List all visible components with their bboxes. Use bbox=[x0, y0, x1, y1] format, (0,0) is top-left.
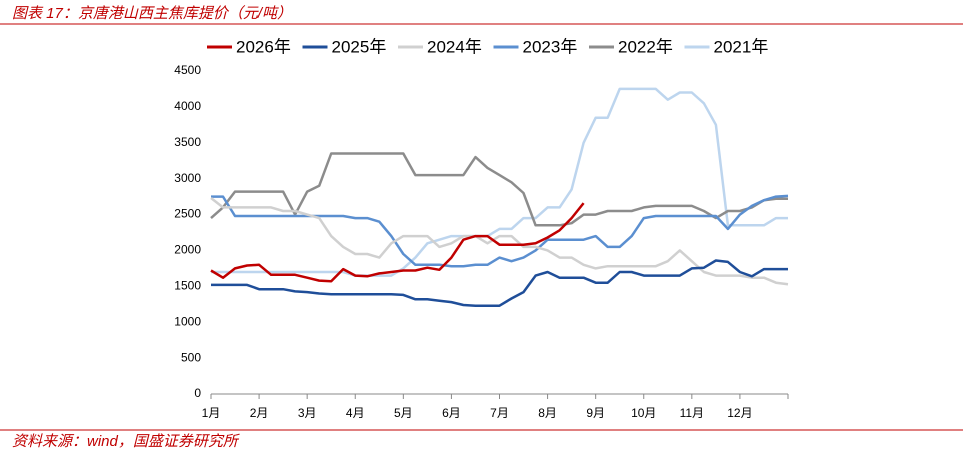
legend-label: 2021年 bbox=[714, 37, 769, 56]
y-tick-label: 3500 bbox=[174, 135, 201, 149]
series-line bbox=[210, 152, 788, 227]
x-tick-label: 11月 bbox=[680, 406, 704, 420]
x-tick-label: 3月 bbox=[298, 406, 317, 420]
source-note: 资料来源：wind，国盛证券研究所 bbox=[12, 433, 240, 450]
legend-label: 2022年 bbox=[618, 37, 673, 56]
y-tick-label: 3000 bbox=[174, 171, 201, 185]
legend-label: 2023年 bbox=[523, 37, 578, 56]
y-tick-label: 1000 bbox=[174, 314, 201, 328]
legend-label: 2026年 bbox=[236, 37, 291, 56]
y-tick-label: 500 bbox=[181, 350, 201, 364]
y-tick-label: 4000 bbox=[174, 99, 201, 113]
chart-title: 图表 17：京唐港山西主焦库提价（元/吨） bbox=[12, 5, 292, 22]
y-tick-label: 2000 bbox=[174, 243, 201, 257]
legend-label: 2025年 bbox=[332, 37, 387, 56]
series-line bbox=[211, 194, 789, 268]
x-tick-label: 6月 bbox=[442, 406, 461, 420]
x-tick-label: 9月 bbox=[586, 406, 605, 420]
series-line bbox=[210, 202, 585, 283]
x-tick-label: 1月 bbox=[202, 406, 221, 420]
series-line bbox=[211, 87, 788, 277]
series-line bbox=[210, 197, 789, 286]
x-tick-label: 2月 bbox=[250, 406, 269, 420]
series-line bbox=[211, 259, 788, 307]
y-tick-label: 1500 bbox=[174, 279, 201, 293]
y-tick-label: 0 bbox=[194, 386, 201, 400]
y-tick-label: 4500 bbox=[174, 63, 201, 77]
x-tick-label: 8月 bbox=[538, 406, 557, 420]
y-tick-label: 2500 bbox=[174, 207, 201, 221]
x-tick-label: 5月 bbox=[394, 406, 413, 420]
x-tick-label: 10月 bbox=[631, 406, 656, 420]
x-tick-label: 7月 bbox=[490, 406, 509, 420]
x-tick-label: 12月 bbox=[727, 406, 752, 420]
legend-label: 2024年 bbox=[427, 37, 482, 56]
x-tick-label: 4月 bbox=[346, 406, 365, 420]
